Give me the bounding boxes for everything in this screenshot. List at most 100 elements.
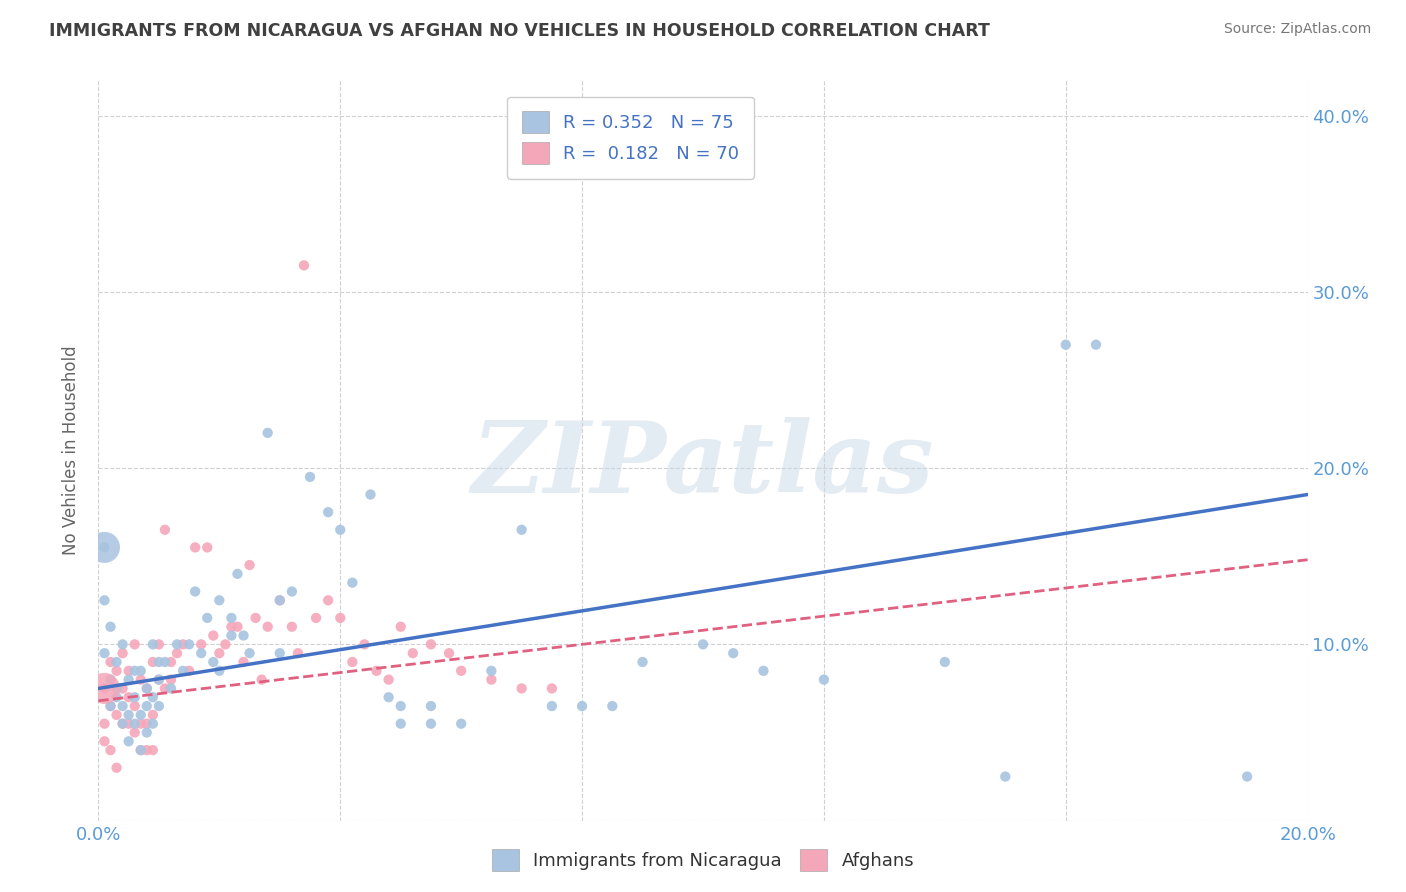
Point bbox=[377, 690, 399, 705]
Point bbox=[166, 646, 188, 660]
Point bbox=[281, 584, 304, 599]
Point bbox=[450, 716, 472, 731]
Point bbox=[221, 620, 243, 634]
Point bbox=[1085, 337, 1108, 351]
Point bbox=[239, 558, 262, 572]
Point bbox=[129, 743, 152, 757]
Text: IMMIGRANTS FROM NICARAGUA VS AFGHAN NO VEHICLES IN HOUSEHOLD CORRELATION CHART: IMMIGRANTS FROM NICARAGUA VS AFGHAN NO V… bbox=[49, 22, 990, 40]
Point bbox=[190, 646, 212, 660]
Point bbox=[124, 664, 146, 678]
Text: Source: ZipAtlas.com: Source: ZipAtlas.com bbox=[1223, 22, 1371, 37]
Point bbox=[631, 655, 654, 669]
Point bbox=[100, 699, 122, 714]
Point bbox=[105, 707, 128, 722]
Point bbox=[239, 646, 262, 660]
Point bbox=[124, 637, 146, 651]
Point bbox=[100, 699, 122, 714]
Point bbox=[118, 673, 141, 687]
Point bbox=[105, 655, 128, 669]
Point bbox=[316, 593, 339, 607]
Point bbox=[692, 637, 714, 651]
Point bbox=[111, 646, 134, 660]
Point bbox=[111, 681, 134, 696]
Point bbox=[135, 699, 157, 714]
Text: ZIPatlas: ZIPatlas bbox=[472, 417, 934, 514]
Point bbox=[481, 664, 503, 678]
Point bbox=[221, 611, 243, 625]
Point bbox=[160, 681, 183, 696]
Point bbox=[269, 593, 291, 607]
Point bbox=[153, 523, 176, 537]
Point bbox=[232, 655, 254, 669]
Point bbox=[377, 673, 399, 687]
Point bbox=[160, 655, 183, 669]
Point bbox=[195, 611, 218, 625]
Point bbox=[329, 523, 352, 537]
Point bbox=[389, 699, 412, 714]
Point bbox=[256, 425, 278, 440]
Point bbox=[329, 611, 352, 625]
Point bbox=[153, 655, 176, 669]
Point bbox=[118, 734, 141, 748]
Point bbox=[129, 664, 152, 678]
Point bbox=[1054, 337, 1077, 351]
Point bbox=[148, 699, 170, 714]
Point bbox=[100, 673, 122, 687]
Point bbox=[389, 620, 412, 634]
Point bbox=[316, 505, 339, 519]
Point bbox=[353, 637, 375, 651]
Point bbox=[420, 637, 443, 651]
Point bbox=[105, 664, 128, 678]
Point bbox=[190, 637, 212, 651]
Point bbox=[142, 743, 165, 757]
Y-axis label: No Vehicles in Household: No Vehicles in Household bbox=[62, 345, 80, 556]
Point bbox=[129, 743, 152, 757]
Point bbox=[179, 637, 201, 651]
Point bbox=[292, 259, 315, 273]
Point bbox=[93, 541, 115, 555]
Point bbox=[208, 593, 231, 607]
Point bbox=[752, 664, 775, 678]
Point bbox=[250, 673, 273, 687]
Point bbox=[172, 664, 194, 678]
Point bbox=[142, 690, 165, 705]
Point bbox=[226, 620, 249, 634]
Point bbox=[342, 655, 364, 669]
Point bbox=[142, 716, 165, 731]
Point bbox=[111, 716, 134, 731]
Point bbox=[184, 541, 207, 555]
Point bbox=[269, 593, 291, 607]
Point bbox=[1236, 770, 1258, 784]
Point bbox=[135, 681, 157, 696]
Point bbox=[124, 699, 146, 714]
Point bbox=[135, 716, 157, 731]
Point bbox=[540, 699, 562, 714]
Point bbox=[93, 734, 115, 748]
Point bbox=[124, 690, 146, 705]
Point bbox=[111, 637, 134, 651]
Point bbox=[366, 664, 388, 678]
Point bbox=[305, 611, 328, 625]
Point bbox=[100, 743, 122, 757]
Point bbox=[202, 628, 225, 642]
Point bbox=[93, 716, 115, 731]
Point bbox=[142, 637, 165, 651]
Point bbox=[221, 628, 243, 642]
Point bbox=[93, 541, 115, 555]
Point bbox=[723, 646, 745, 660]
Point bbox=[142, 707, 165, 722]
Point bbox=[118, 664, 141, 678]
Point bbox=[269, 646, 291, 660]
Point bbox=[232, 628, 254, 642]
Point bbox=[111, 699, 134, 714]
Point bbox=[813, 673, 835, 687]
Point bbox=[93, 646, 115, 660]
Point bbox=[118, 707, 141, 722]
Point bbox=[208, 646, 231, 660]
Point bbox=[179, 664, 201, 678]
Legend: R = 0.352   N = 75, R =  0.182   N = 70: R = 0.352 N = 75, R = 0.182 N = 70 bbox=[508, 96, 754, 178]
Point bbox=[105, 761, 128, 775]
Point bbox=[256, 620, 278, 634]
Point bbox=[195, 541, 218, 555]
Point bbox=[360, 487, 382, 501]
